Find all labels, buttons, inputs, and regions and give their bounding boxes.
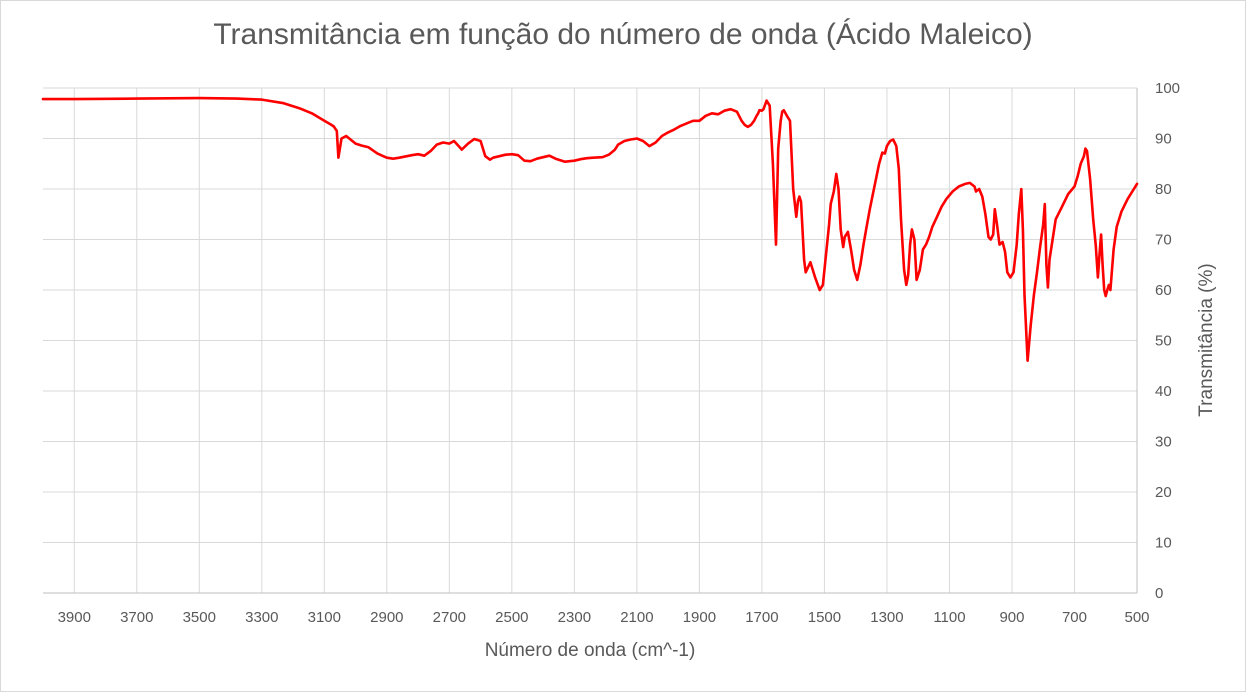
x-tick-label: 1300 xyxy=(870,609,903,626)
x-axis-label: Número de onda (cm^-1) xyxy=(484,640,696,661)
x-tick-label: 1900 xyxy=(683,609,716,626)
y-tick-label: 50 xyxy=(1155,333,1172,350)
x-tick-label: 1100 xyxy=(933,609,965,626)
series-line xyxy=(41,96,1139,363)
x-tick-label: 3900 xyxy=(58,609,91,626)
x-tick-label: 700 xyxy=(1062,609,1087,626)
x-tick-label: 500 xyxy=(1124,609,1149,626)
y-tick-label: 100 xyxy=(1155,80,1180,97)
y-tick-label: 30 xyxy=(1155,434,1172,451)
x-tick-label: 1500 xyxy=(808,609,841,626)
x-tick-label: 1700 xyxy=(745,609,778,626)
y-tick-label: 80 xyxy=(1155,181,1172,198)
x-tick-label: 3700 xyxy=(120,609,153,626)
y-tick-label: 0 xyxy=(1155,585,1163,602)
x-tick-label: 3100 xyxy=(308,609,341,626)
x-tick-label: 2500 xyxy=(495,609,528,626)
gridlines xyxy=(43,87,1138,594)
y-tick-label: 40 xyxy=(1155,383,1172,400)
x-tick-label: 2300 xyxy=(558,609,591,626)
tick-labels: 0 10 20 30 40 50 60 70 80 90 100 3900 3700 3500 3300 31… xyxy=(58,80,1180,626)
chart-title: Transmitância em função do número de ond… xyxy=(213,18,1033,51)
x-tick-label: 3300 xyxy=(245,609,278,626)
y-tick-label: 10 xyxy=(1155,535,1172,552)
y-tick-label: 90 xyxy=(1155,131,1172,148)
y-tick-label: 60 xyxy=(1155,282,1172,299)
x-tick-label: 900 xyxy=(999,609,1024,626)
series-lines xyxy=(41,96,1139,363)
x-tick-label: 2100 xyxy=(620,609,653,626)
x-tick-label: 3500 xyxy=(183,609,216,626)
x-tick-label: 2900 xyxy=(370,609,403,626)
y-tick-label: 70 xyxy=(1155,232,1172,249)
y-tick-label: 20 xyxy=(1155,484,1172,501)
x-tick-label: 2700 xyxy=(433,609,466,626)
